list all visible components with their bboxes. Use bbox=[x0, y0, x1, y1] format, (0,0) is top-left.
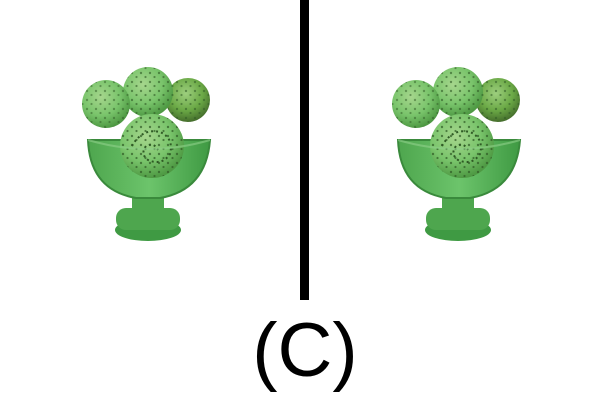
ice-cream-sundae-icon bbox=[76, 62, 216, 247]
ice-cream-sundae-icon bbox=[386, 62, 526, 247]
right-image bbox=[386, 62, 526, 247]
panel-caption: (C) bbox=[0, 306, 610, 396]
left-image bbox=[76, 62, 216, 247]
vertical-divider bbox=[300, 0, 309, 300]
